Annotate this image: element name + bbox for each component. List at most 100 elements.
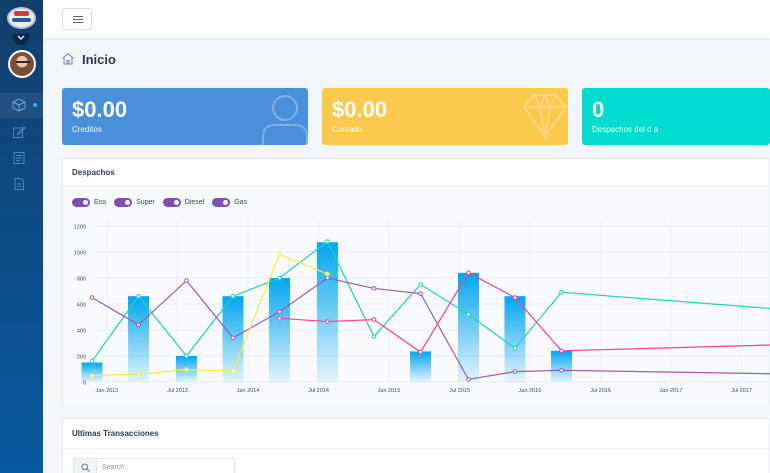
- series-point: [466, 270, 471, 276]
- toggle-switch[interactable]: [72, 198, 90, 207]
- y-tick-label: 800: [77, 277, 86, 283]
- series-point: [325, 271, 330, 277]
- toggle-label: Eco: [94, 199, 107, 206]
- series-line: [91, 240, 770, 362]
- page-title: Inicio: [82, 52, 116, 67]
- series-point: [559, 290, 564, 295]
- panel-title: Despachos: [72, 168, 115, 177]
- search-icon: [74, 459, 97, 473]
- series-point: [184, 278, 189, 283]
- x-tick-label: Jan 2014: [237, 388, 260, 394]
- x-tick-label: Jul 2013: [167, 388, 188, 394]
- despachos-chart: 0 200 400 600 800 1000 1200 Jan 2013 Jul 2013 Jan…: [74, 222, 770, 394]
- x-tick-label: Jul 2016: [590, 388, 611, 394]
- series-point: [89, 373, 95, 378]
- series-point: [371, 334, 377, 339]
- bar: [81, 362, 103, 382]
- chevron-down-icon[interactable]: [13, 34, 29, 45]
- y-tick-label: 0: [83, 381, 86, 387]
- toggle-gas[interactable]: Gas: [212, 198, 247, 207]
- toggle-label: Gas: [234, 199, 248, 206]
- series-line: [91, 277, 770, 381]
- x-tick-label: Jul 2015: [449, 388, 470, 394]
- x-tick-label: Jan 2017: [660, 388, 683, 394]
- series-point: [277, 316, 282, 321]
- panel-header: Despachos: [63, 159, 769, 187]
- toggle-label: Diesel: [184, 199, 205, 206]
- series-point: [325, 319, 330, 324]
- series-point: [559, 368, 564, 373]
- stat-value: $0.00: [332, 97, 388, 122]
- sidebar: [0, 0, 43, 473]
- series-point: [466, 377, 471, 382]
- stat-label: Contado: [332, 125, 363, 134]
- series-point: [230, 368, 236, 374]
- stat-value: 0: [592, 97, 605, 122]
- search-input[interactable]: [102, 461, 227, 473]
- stat-card-contado: $0.00 Contado: [322, 88, 568, 145]
- diamond-icon: [520, 91, 568, 145]
- stat-value: $0.00: [72, 97, 128, 122]
- user-icon: [260, 91, 308, 145]
- despachos-panel: Despachos 0 200 400 600 800 1000 1200 Jan 2013 J…: [62, 158, 770, 404]
- stat-card-despachos: 0 Despachos del d a: [582, 88, 770, 145]
- cube-icon[interactable]: [12, 98, 26, 112]
- chart-area: 0 200 400 600 800 1000 1200 Jan 2013 Jul 2013 Jan…: [63, 188, 770, 404]
- series-point: [184, 367, 189, 372]
- series-point: [89, 358, 95, 364]
- stat-card-creditos: $0.00 Creditos: [62, 88, 308, 145]
- series-point: [325, 239, 330, 244]
- series-point: [418, 349, 423, 355]
- series-point: [512, 369, 518, 374]
- top-bar: [43, 0, 770, 38]
- series-line: [91, 253, 328, 377]
- series-point: [559, 348, 564, 354]
- hamburger-menu-button[interactable]: [62, 8, 92, 30]
- series-point: [136, 371, 141, 377]
- toggle-switch[interactable]: [212, 198, 231, 207]
- series-point: [466, 312, 471, 317]
- bar: [551, 350, 573, 382]
- series-point: [136, 293, 141, 299]
- search-box: [73, 458, 235, 473]
- toggle-label: Super: [136, 199, 155, 206]
- transactions-panel: Ultimas Transacciones: [62, 418, 770, 473]
- toggle-super[interactable]: Super: [114, 198, 155, 207]
- series-point: [512, 345, 518, 351]
- stat-label: Creditos: [72, 125, 102, 134]
- home-icon: [61, 52, 75, 70]
- series-point: [371, 317, 377, 322]
- avatar[interactable]: [8, 50, 36, 78]
- series-point: [325, 275, 330, 281]
- series-point: [136, 322, 141, 328]
- x-tick-label: Jan 2013: [96, 388, 119, 394]
- bar: [269, 278, 291, 382]
- series-point: [277, 275, 282, 281]
- toggle-eco[interactable]: Eco: [72, 198, 106, 207]
- toggle-switch[interactable]: [162, 198, 181, 207]
- y-tick-label: 600: [77, 303, 86, 309]
- edit-icon[interactable]: [12, 125, 26, 139]
- series-point: [418, 291, 423, 296]
- x-tick-label: Jan 2016: [519, 388, 542, 394]
- series-line: [279, 272, 770, 353]
- book-icon[interactable]: [12, 151, 26, 165]
- active-indicator: [33, 103, 37, 107]
- series-point: [512, 295, 518, 300]
- series-point: [89, 295, 95, 300]
- stat-label: Despachos del d a: [592, 125, 659, 134]
- document-icon[interactable]: [12, 177, 26, 191]
- y-tick-label: 1200: [74, 225, 86, 231]
- x-tick-label: Jan 2015: [378, 388, 401, 394]
- transactions-title: Ultimas Transacciones: [72, 429, 159, 438]
- toggle-switch[interactable]: [114, 198, 133, 207]
- x-tick-label: Jul 2017: [731, 388, 752, 394]
- x-tick-label: Jul 2014: [308, 388, 329, 394]
- y-tick-label: 200: [77, 355, 86, 361]
- toggle-diesel[interactable]: Diesel: [162, 198, 205, 207]
- series-point: [418, 282, 423, 287]
- series-point: [371, 286, 377, 291]
- bar: [128, 296, 150, 382]
- y-tick-label: 1000: [74, 251, 86, 257]
- bar: [410, 351, 432, 382]
